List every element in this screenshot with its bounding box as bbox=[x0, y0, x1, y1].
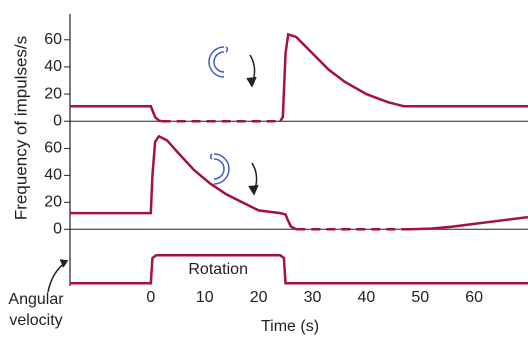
y-tick-label: 0 bbox=[53, 220, 62, 237]
y-tick-label: 60 bbox=[44, 140, 62, 157]
side-label: Angular velocity bbox=[8, 291, 64, 329]
x-tick-label: 40 bbox=[357, 289, 375, 306]
series-line bbox=[70, 32, 528, 123]
rotation-icon bbox=[208, 46, 230, 185]
x-tick-label: 0 bbox=[146, 289, 155, 306]
y-axis-label: Frequency of impulses/s bbox=[11, 36, 30, 220]
arrow-icon bbox=[47, 54, 259, 293]
annotation: Rotation bbox=[188, 261, 248, 278]
y-tick-label: 0 bbox=[53, 112, 62, 129]
x-tick-label: 60 bbox=[465, 289, 483, 306]
series-line bbox=[70, 253, 528, 285]
y-tick-label: 40 bbox=[44, 58, 62, 75]
x-axis-label: Time (s) bbox=[261, 318, 319, 335]
y-tick-label: 60 bbox=[44, 31, 62, 48]
y-tick-label: 20 bbox=[44, 194, 62, 211]
y-tick-label: 20 bbox=[44, 85, 62, 102]
y-tick-label: 40 bbox=[44, 167, 62, 184]
x-tick-label: 10 bbox=[196, 289, 214, 306]
series-line bbox=[70, 134, 528, 231]
x-tick-label: 20 bbox=[250, 289, 268, 306]
x-tick-label: 50 bbox=[411, 289, 429, 306]
x-tick-label: 30 bbox=[304, 289, 322, 306]
